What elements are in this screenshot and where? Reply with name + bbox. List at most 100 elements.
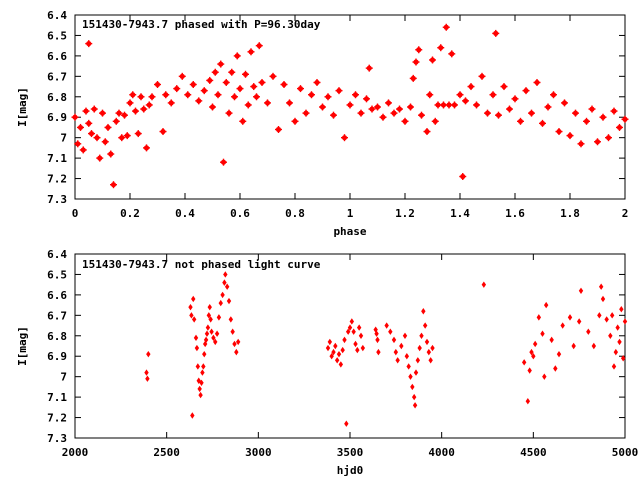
unphased-data-point — [232, 340, 237, 348]
unphased-data-point — [597, 312, 602, 319]
unphased-data-point — [430, 344, 435, 352]
phased-data-point — [129, 91, 137, 99]
unphased-data-point — [399, 342, 404, 350]
phased-data-point — [555, 128, 563, 136]
phased-data-point — [126, 99, 134, 107]
phased-data-point — [506, 105, 513, 113]
phased-data-point — [588, 105, 596, 113]
phased-data-point — [184, 91, 192, 99]
phased-y-tick-label: 6.5 — [47, 29, 67, 42]
phased-data-point — [140, 105, 148, 113]
unphased-y-tick-label: 7.3 — [47, 432, 67, 445]
unphased-data-point — [393, 348, 399, 356]
phased-data-point — [225, 109, 233, 117]
unphased-data-point — [206, 312, 212, 319]
unphased-data-point — [235, 338, 241, 346]
phased-data-point — [88, 130, 95, 138]
phased-data-point — [448, 50, 456, 58]
phased-data-point — [467, 83, 475, 91]
unphased-data-point — [410, 383, 415, 391]
phased-data-point — [275, 125, 282, 133]
unphased-data-point — [395, 357, 400, 364]
phased-data-point — [118, 134, 126, 142]
unphased-data-point — [611, 363, 617, 370]
phased-x-tick-label: 1.8 — [560, 207, 580, 220]
unphased-chart: 151430-7943.7 not phased light curve 200… — [16, 248, 638, 477]
phased-data-point — [495, 111, 502, 119]
phased-data-point — [154, 81, 161, 89]
unphased-data-point — [204, 330, 210, 337]
unphased-data-point — [198, 391, 203, 399]
phased-y-axis-label: I[mag] — [16, 87, 29, 127]
unphased-data-point — [199, 379, 204, 386]
phased-data-point — [85, 119, 93, 127]
unphased-data-point — [188, 303, 193, 311]
phased-data-point — [583, 117, 590, 125]
phased-data-point — [178, 72, 186, 80]
unphased-data-point — [384, 322, 389, 329]
phased-y-tick-label: 6.8 — [47, 91, 67, 104]
phased-data-point — [286, 99, 293, 107]
phased-data-point — [101, 138, 109, 146]
phased-data-point — [335, 87, 343, 95]
phased-x-tick-label: 1.2 — [395, 207, 415, 220]
unphased-data-point — [422, 322, 428, 329]
unphased-data-point — [374, 330, 379, 337]
unphased-data-point — [521, 359, 527, 366]
unphased-data-point — [411, 393, 417, 401]
phased-x-axis-label: phase — [333, 225, 366, 238]
phased-data-point — [352, 91, 359, 99]
phased-x-tick-label: 0.8 — [285, 207, 305, 220]
unphased-data-point — [189, 312, 194, 319]
phased-data-point — [605, 134, 612, 142]
unphased-data-point — [331, 348, 336, 356]
unphased-data-point — [553, 365, 558, 372]
phased-data-point — [280, 81, 288, 89]
unphased-data-point — [536, 314, 542, 321]
phased-data-point — [533, 78, 541, 86]
unphased-plot-frame — [74, 253, 626, 439]
phased-data-point — [616, 123, 623, 131]
unphased-data-point — [342, 336, 347, 344]
unphased-y-tick-label: 6.5 — [47, 268, 67, 281]
unphased-x-tick-label: 5000 — [612, 446, 639, 459]
phased-data-point — [409, 74, 417, 82]
phased-data-point — [330, 111, 337, 119]
phased-data-point — [134, 130, 142, 138]
unphased-data-point — [615, 324, 620, 331]
phased-data-point — [269, 72, 277, 80]
phased-data-point — [222, 78, 230, 86]
unphased-data-point — [391, 336, 397, 344]
phased-data-point — [429, 56, 436, 64]
phased-data-point — [79, 146, 87, 154]
phased-data-point — [423, 128, 431, 136]
unphased-data-point — [234, 348, 239, 356]
phased-data-point — [264, 99, 271, 107]
phased-data-point — [484, 109, 491, 117]
phased-data-point — [258, 78, 266, 86]
unphased-data-point — [571, 342, 576, 350]
unphased-data-point — [402, 332, 408, 339]
unphased-data-point — [145, 375, 150, 382]
phased-data-point — [308, 91, 315, 99]
phased-data-point — [211, 68, 219, 76]
phased-data-point — [451, 101, 458, 109]
phased-y-tick-label: 7 — [60, 132, 67, 145]
unphased-data-point — [191, 295, 196, 303]
phased-data-point — [195, 97, 203, 105]
phased-x-tick-label: 1.4 — [450, 207, 470, 220]
phased-data-point — [112, 117, 120, 125]
unphased-data-point — [334, 357, 340, 364]
unphased-data-point — [195, 363, 201, 370]
phased-data-point — [418, 111, 425, 119]
phased-data-point — [99, 109, 106, 117]
unphased-data-point — [376, 348, 381, 356]
unphased-y-tick-label: 6.6 — [47, 289, 67, 302]
phased-data-point — [599, 113, 607, 121]
unphased-data-point — [529, 348, 534, 356]
unphased-data-point — [208, 316, 213, 323]
phased-data-point — [610, 107, 618, 115]
unphased-data-point — [190, 412, 195, 419]
phased-y-tick-label: 7.3 — [47, 193, 67, 206]
phased-data-point — [539, 119, 546, 127]
